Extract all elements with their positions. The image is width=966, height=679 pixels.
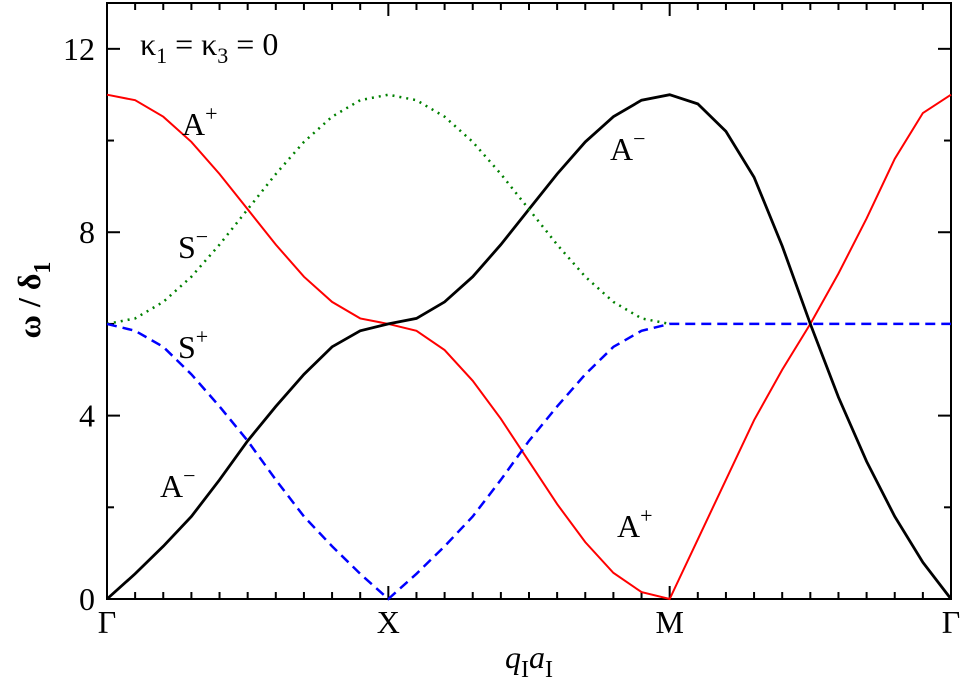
plot-frame [106,2,952,600]
curve-label-base: A [617,508,640,544]
curve-label-sup: − [633,126,645,151]
kappa-annotation: κ1 = κ3 = 0 [140,26,278,68]
y-tick-label: 12 [63,31,95,67]
y-axis-label: ω / δ1 [11,262,56,339]
curve-label-sup: + [196,324,208,349]
x-tick-label: Γ [98,604,117,640]
series-line [106,93,952,601]
curve-label-base: A [160,468,183,504]
curve-label-base: S [178,229,196,265]
y-tick-label: 4 [79,398,95,434]
x-tick-label: Γ [942,604,961,640]
y-tick-label: 8 [79,214,95,250]
curve-label-sup: − [196,224,208,249]
curve-label-sup: + [205,101,217,126]
curve-label: A− [160,463,196,504]
series-line [106,93,953,601]
series-line [106,322,951,601]
series-line [106,93,670,326]
curve-label: A+ [617,503,653,544]
curve-label: S+ [178,324,208,365]
curve-label: A+ [182,101,218,142]
y-tick-label: 0 [79,581,95,617]
x-axis-label: qIaI [505,639,553,679]
curve-label-base: A [182,106,205,142]
curve-label-base: S [178,329,196,365]
curve-label: A− [610,126,646,167]
curve-label: S− [178,224,208,265]
curve-label-sup: − [183,463,195,488]
x-tick-label: M [655,604,683,640]
x-tick-label: X [377,604,400,640]
curve-label-sup: + [640,503,652,528]
curve-label-base: A [610,131,633,167]
